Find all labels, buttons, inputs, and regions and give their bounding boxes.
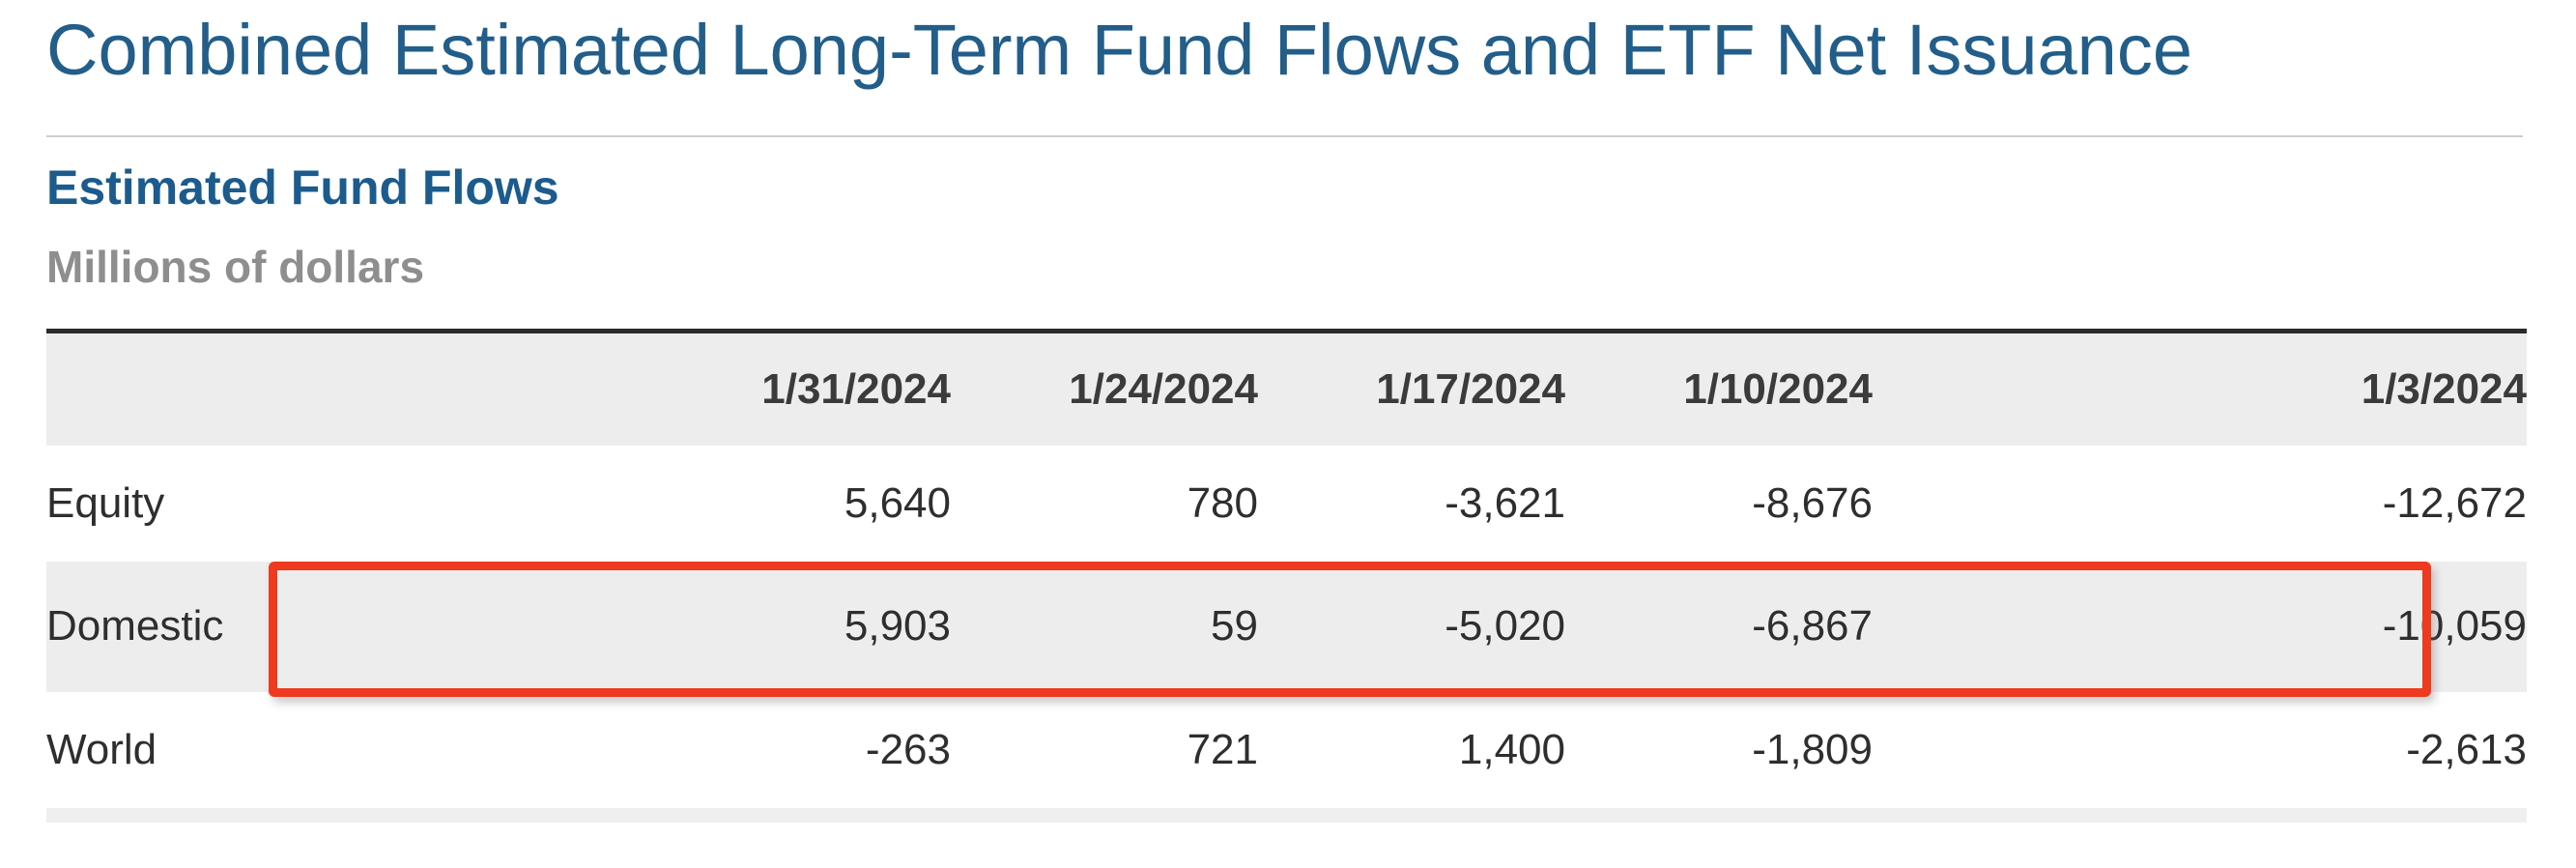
cell-value: -263: [865, 725, 951, 773]
truncated-next-row: [46, 807, 2527, 823]
row-label: World: [46, 725, 157, 773]
table-row-domestic: Domestic 5,903 59 -5,020 -6,867 -10,059: [46, 561, 2527, 692]
row-label: Equity: [46, 478, 165, 527]
cell-value: -12,672: [2382, 478, 2527, 527]
cell-value: 5,640: [844, 478, 951, 527]
cell-value: -6,867: [1752, 602, 1873, 650]
cell-value: 59: [1211, 602, 1258, 650]
cell-value: -10,059: [2382, 602, 2527, 650]
cell-value: 780: [1187, 478, 1258, 527]
column-header-date-4: 1/10/2024: [1683, 364, 1873, 413]
cell-value: 5,903: [844, 602, 951, 650]
unit-label: Millions of dollars: [46, 242, 425, 292]
column-header-date-5: 1/3/2024: [2361, 364, 2527, 413]
cell-value: -5,020: [1445, 602, 1565, 650]
page: Combined Estimated Long-Term Fund Flows …: [46, 10, 2527, 823]
row-label: Domestic: [46, 602, 224, 650]
section-title: Estimated Fund Flows: [46, 160, 559, 215]
column-header-date-3: 1/17/2024: [1376, 364, 1565, 413]
table-header-row: 1/31/2024 1/24/2024 1/17/2024 1/10/2024 …: [46, 331, 2527, 446]
page-title: Combined Estimated Long-Term Fund Flows …: [46, 10, 2192, 90]
cell-value: -1,809: [1752, 725, 1873, 773]
column-header-spacer: [46, 332, 503, 446]
cell-value: -8,676: [1752, 478, 1873, 527]
cell-value: -3,621: [1445, 478, 1565, 527]
column-header-date-2: 1/24/2024: [1069, 364, 1258, 413]
fund-flows-table: 1/31/2024 1/24/2024 1/17/2024 1/10/2024 …: [46, 329, 2527, 808]
cell-value: 1,400: [1458, 725, 1565, 773]
table-row-equity: Equity 5,640 780 -3,621 -8,676 -12,672: [46, 445, 2527, 562]
cell-value: -2,613: [2406, 725, 2527, 773]
cell-value: 721: [1187, 725, 1258, 773]
fund-flows-table-wrap: 1/31/2024 1/24/2024 1/17/2024 1/10/2024 …: [46, 329, 2527, 823]
title-divider: [46, 135, 2523, 137]
table-row-world: World -263 721 1,400 -1,809 -2,613: [46, 691, 2527, 808]
column-header-date-1: 1/31/2024: [761, 364, 951, 413]
